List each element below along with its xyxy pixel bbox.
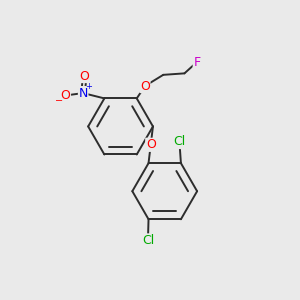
- Text: Cl: Cl: [142, 234, 154, 247]
- Text: O: O: [140, 80, 150, 92]
- Text: Cl: Cl: [173, 136, 186, 148]
- Text: O: O: [146, 138, 156, 151]
- Text: O: O: [80, 70, 90, 83]
- Text: −: −: [55, 96, 63, 106]
- Text: F: F: [193, 56, 200, 69]
- Text: N: N: [79, 87, 88, 100]
- Text: +: +: [85, 82, 92, 91]
- Text: O: O: [61, 89, 70, 102]
